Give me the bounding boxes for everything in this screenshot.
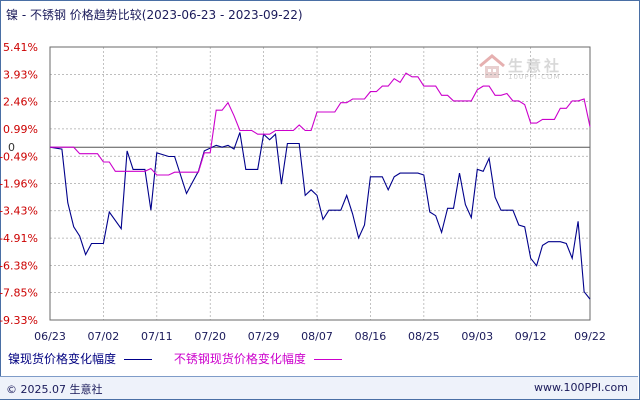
x-tick-label: 08/07: [301, 330, 333, 343]
y-tick-label: 5.41%: [3, 41, 38, 54]
y-tick-label: 3.93%: [3, 68, 38, 81]
y-tick-label: -4.91%: [0, 232, 38, 245]
y-tick-label: -9.33%: [0, 314, 38, 327]
legend-label-series2: 不锈钢现货价格变化幅度: [173, 352, 306, 366]
x-tick-label: 07/02: [88, 330, 120, 343]
watermark-logo: 生意社 100PPI.COM: [478, 54, 578, 81]
x-tick-label: 07/20: [194, 330, 226, 343]
watermark-name: 生意社: [508, 57, 563, 75]
chart-title: 镍 - 不锈钢 价格趋势比较(2023-06-23 - 2023-09-22): [6, 8, 303, 22]
legend: 镍现货价格变化幅度 不锈钢现货价格变化幅度: [8, 350, 352, 367]
series-line-2: [50, 72, 591, 176]
plot-border: [49, 46, 591, 321]
watermark-url: 100PPI.COM: [508, 73, 561, 81]
house-icon: [479, 54, 505, 78]
y-tick-label: -3.43%: [0, 205, 38, 218]
x-tick-label: 09/22: [574, 330, 606, 343]
zero-label: 0: [8, 141, 15, 154]
x-tick-label: 07/29: [248, 330, 280, 343]
x-tick-label: 06/23: [34, 330, 66, 343]
legend-label-series1: 镍现货价格变化幅度: [8, 352, 117, 366]
series-line-1: [49, 132, 591, 300]
y-tick-label: -7.85%: [0, 287, 38, 300]
y-tick-label: -1.96%: [0, 178, 38, 191]
x-tick-label: 08/16: [355, 330, 387, 343]
footer-site-link[interactable]: www.100PPI.com: [534, 381, 628, 394]
footer-copyright: © 2025.07 生意社: [6, 383, 103, 396]
legend-swatch-series1: [124, 359, 153, 360]
y-tick-label: -6.38%: [0, 259, 38, 272]
x-tick-label: 08/25: [408, 330, 440, 343]
x-tick-label: 07/11: [141, 330, 173, 343]
legend-swatch-series2: [313, 359, 342, 360]
x-tick-label: 09/03: [461, 330, 493, 343]
footer-bar: © 2025.07 生意社 www.100PPI.com: [0, 376, 638, 399]
x-tick-label: 09/12: [515, 330, 547, 343]
y-tick-label: 2.46%: [3, 96, 38, 109]
y-tick-label: -0.49%: [0, 150, 38, 163]
y-tick-label: 0.99%: [3, 123, 38, 136]
